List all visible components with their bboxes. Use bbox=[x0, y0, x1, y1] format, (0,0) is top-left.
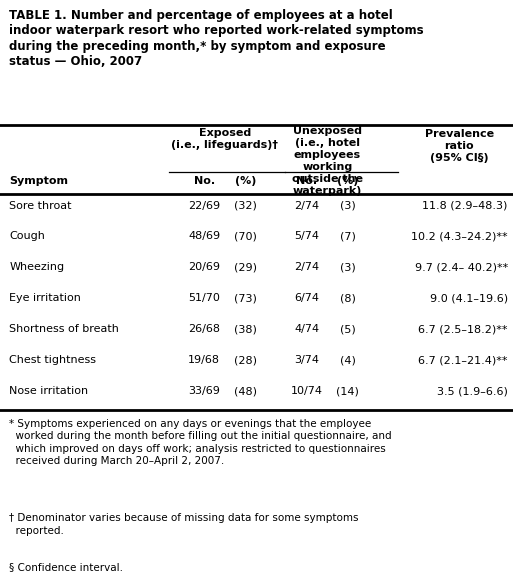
Text: † Denominator varies because of missing data for some symptoms
  reported.: † Denominator varies because of missing … bbox=[9, 513, 359, 536]
Text: Eye irritation: Eye irritation bbox=[9, 293, 81, 303]
Text: 6.7 (2.1–21.4)**: 6.7 (2.1–21.4)** bbox=[419, 355, 508, 365]
Text: Exposed
(i.e., lifeguards)†: Exposed (i.e., lifeguards)† bbox=[171, 128, 278, 150]
Text: 11.8 (2.9–48.3): 11.8 (2.9–48.3) bbox=[423, 201, 508, 210]
Text: 2/74: 2/74 bbox=[294, 201, 319, 210]
Text: No.: No. bbox=[296, 176, 318, 186]
Text: 9.7 (2.4– 40.2)**: 9.7 (2.4– 40.2)** bbox=[415, 262, 508, 272]
Text: 9.0 (4.1–19.6): 9.0 (4.1–19.6) bbox=[430, 293, 508, 303]
Text: 22/69: 22/69 bbox=[188, 201, 220, 210]
Text: Cough: Cough bbox=[9, 231, 45, 241]
Text: 10.2 (4.3–24.2)**: 10.2 (4.3–24.2)** bbox=[411, 231, 508, 241]
Text: 33/69: 33/69 bbox=[188, 386, 220, 396]
Text: 3/74: 3/74 bbox=[294, 355, 319, 365]
Text: 20/69: 20/69 bbox=[188, 262, 220, 272]
Text: Sore throat: Sore throat bbox=[9, 201, 72, 210]
Text: (3): (3) bbox=[340, 201, 356, 210]
Text: Chest tightness: Chest tightness bbox=[9, 355, 96, 365]
Text: 26/68: 26/68 bbox=[188, 324, 220, 334]
Text: Prevalence
ratio
(95% CI§): Prevalence ratio (95% CI§) bbox=[425, 129, 494, 163]
Text: (29): (29) bbox=[234, 262, 256, 272]
Text: No.: No. bbox=[193, 176, 215, 186]
Text: (5): (5) bbox=[340, 324, 356, 334]
Text: 6.7 (2.5–18.2)**: 6.7 (2.5–18.2)** bbox=[419, 324, 508, 334]
Text: (7): (7) bbox=[340, 231, 356, 241]
Text: Nose irritation: Nose irritation bbox=[9, 386, 88, 396]
Text: Symptom: Symptom bbox=[9, 176, 68, 186]
Text: (28): (28) bbox=[234, 355, 256, 365]
Text: 6/74: 6/74 bbox=[294, 293, 319, 303]
Text: (32): (32) bbox=[234, 201, 256, 210]
Text: (3): (3) bbox=[340, 262, 356, 272]
Text: 19/68: 19/68 bbox=[188, 355, 220, 365]
Text: (8): (8) bbox=[340, 293, 356, 303]
Text: 10/74: 10/74 bbox=[291, 386, 323, 396]
Text: 4/74: 4/74 bbox=[294, 324, 319, 334]
Text: 48/69: 48/69 bbox=[188, 231, 220, 241]
Text: TABLE 1. Number and percentage of employees at a hotel
indoor waterpark resort w: TABLE 1. Number and percentage of employ… bbox=[9, 9, 424, 68]
Text: (4): (4) bbox=[340, 355, 356, 365]
Text: Unexposed
(i.e., hotel
employees
working
outside the
waterpark): Unexposed (i.e., hotel employees working… bbox=[292, 126, 363, 196]
Text: 2/74: 2/74 bbox=[294, 262, 319, 272]
Text: (38): (38) bbox=[234, 324, 256, 334]
Text: (%): (%) bbox=[234, 176, 256, 186]
Text: Wheezing: Wheezing bbox=[9, 262, 64, 272]
Text: 51/70: 51/70 bbox=[188, 293, 220, 303]
Text: 5/74: 5/74 bbox=[294, 231, 319, 241]
Text: (14): (14) bbox=[337, 386, 359, 396]
Text: (48): (48) bbox=[234, 386, 256, 396]
Text: Shortness of breath: Shortness of breath bbox=[9, 324, 119, 334]
Text: * Symptoms experienced on any days or evenings that the employee
  worked during: * Symptoms experienced on any days or ev… bbox=[9, 419, 392, 466]
Text: (70): (70) bbox=[234, 231, 256, 241]
Text: (%): (%) bbox=[337, 176, 359, 186]
Text: (73): (73) bbox=[234, 293, 256, 303]
Text: § Confidence interval.: § Confidence interval. bbox=[9, 562, 123, 572]
Text: 3.5 (1.9–6.6): 3.5 (1.9–6.6) bbox=[437, 386, 508, 396]
